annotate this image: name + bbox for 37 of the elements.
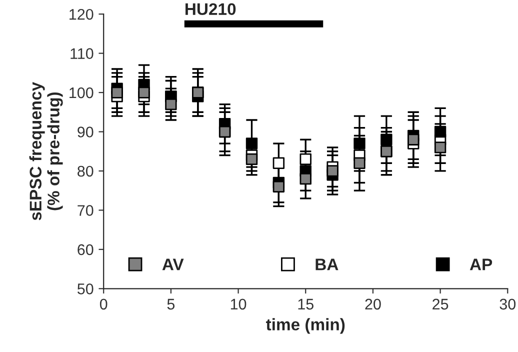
legend-label: BA bbox=[316, 258, 338, 270]
point bbox=[300, 153, 312, 166]
x-tick-label: 25 bbox=[432, 298, 448, 310]
y-tick-label: 60 bbox=[78, 244, 94, 256]
annotation: HU210 bbox=[186, 3, 236, 16]
point bbox=[246, 138, 258, 150]
point bbox=[138, 86, 150, 98]
point bbox=[408, 134, 420, 146]
x-tick-label: 15 bbox=[298, 298, 314, 310]
x-axis-title: time (min) bbox=[266, 318, 345, 334]
y-tick-label: 70 bbox=[78, 205, 94, 216]
point bbox=[354, 138, 366, 150]
y-tick-label: 80 bbox=[78, 166, 94, 177]
y-tick-label: 50 bbox=[77, 284, 94, 294]
point bbox=[380, 134, 392, 146]
y-tick-label: 120 bbox=[70, 8, 94, 20]
y-tick-label: 90 bbox=[78, 126, 94, 138]
point bbox=[326, 165, 338, 177]
legend-label: AV bbox=[162, 258, 184, 270]
point bbox=[354, 157, 366, 169]
point bbox=[434, 142, 446, 154]
point bbox=[434, 126, 446, 138]
point bbox=[111, 86, 123, 98]
point bbox=[246, 153, 258, 166]
x-tick-label: 5 bbox=[167, 298, 175, 310]
x-tick-label: 10 bbox=[230, 298, 246, 310]
x-tick-label: 0 bbox=[100, 298, 108, 310]
point bbox=[165, 98, 177, 110]
x-tick-label: 30 bbox=[500, 298, 516, 310]
y-tick-label: 100 bbox=[70, 87, 94, 98]
point bbox=[272, 157, 285, 169]
point bbox=[272, 180, 285, 193]
legend-label: AP bbox=[470, 258, 492, 270]
x-tick-label: 20 bbox=[365, 298, 381, 310]
y-axis-title: sEPSC frequency (% of pre-drug) bbox=[29, 82, 63, 220]
point bbox=[300, 172, 312, 185]
y-tick-label: 110 bbox=[70, 48, 94, 59]
